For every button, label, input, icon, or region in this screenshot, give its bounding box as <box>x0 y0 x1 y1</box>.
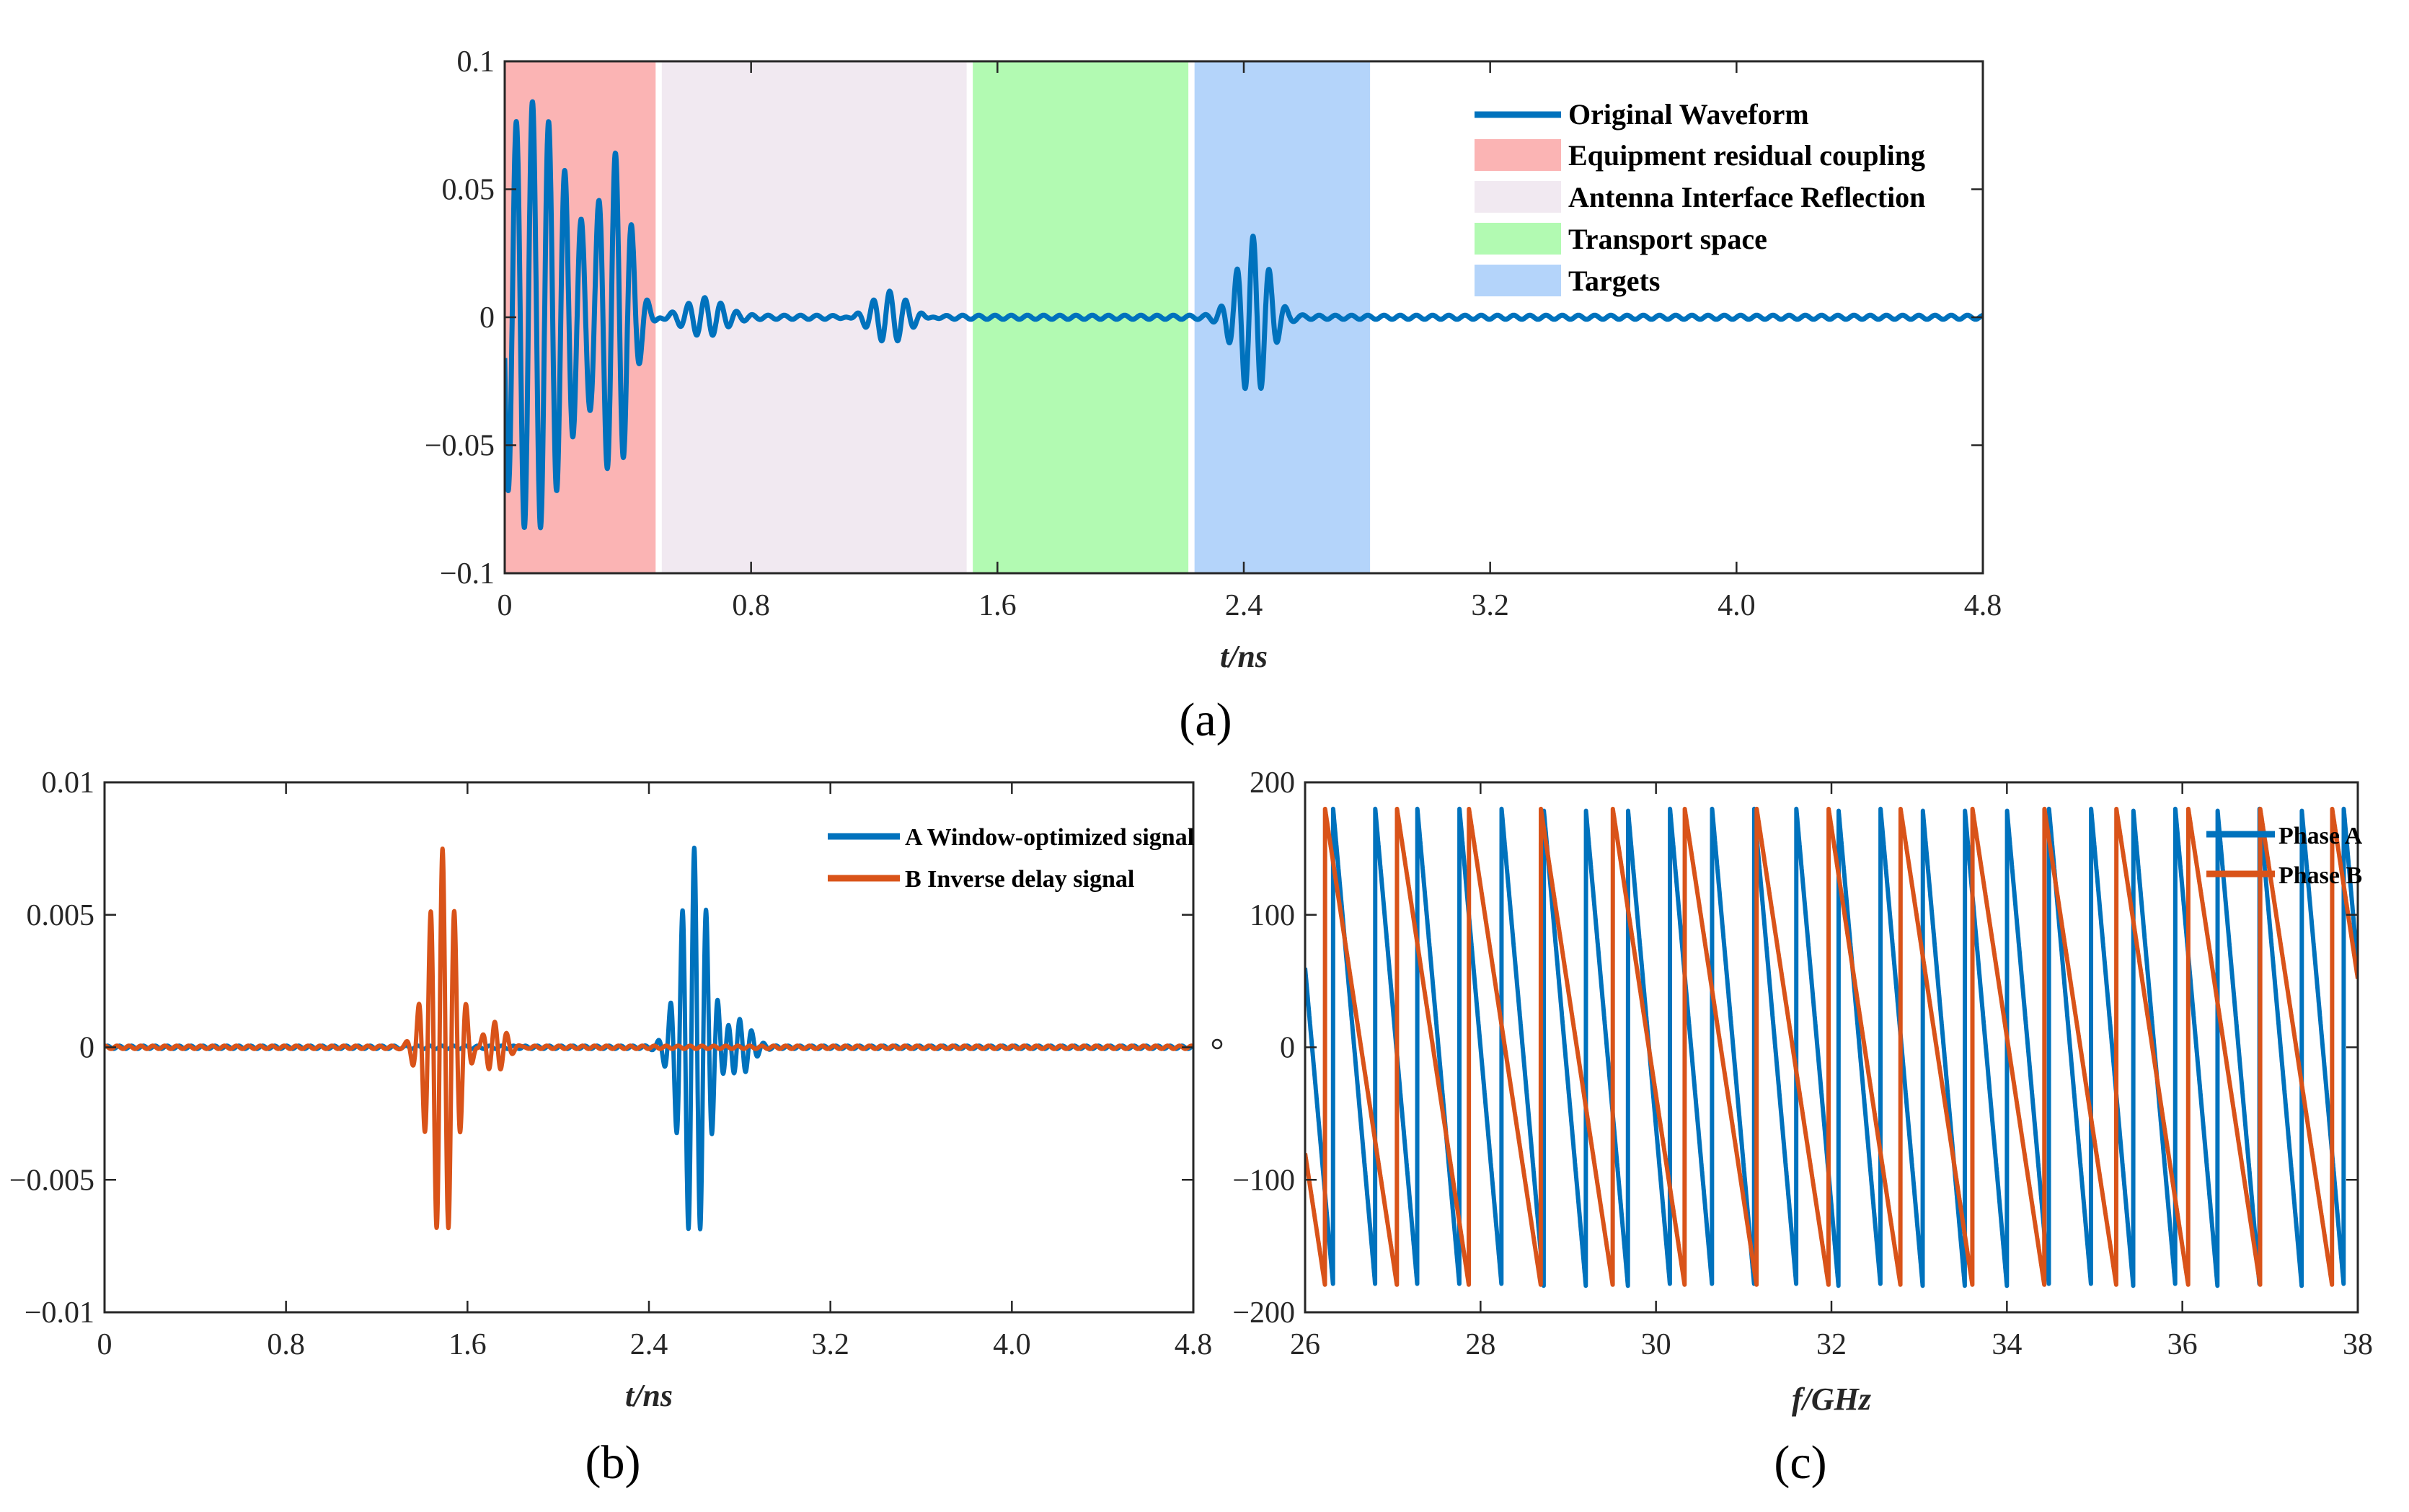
y-tick-label: 0.1 <box>457 45 495 79</box>
legend: A Window-optimized signal B Inverse dela… <box>828 824 1194 893</box>
x-tick-label: 38 <box>2343 1328 2373 1361</box>
x-tick-label: 4.8 <box>1175 1328 1213 1361</box>
y-tick-label: −100 <box>1232 1164 1295 1197</box>
legend-swatch-transport <box>1475 223 1561 255</box>
legend-swatch-equipment <box>1475 139 1561 171</box>
axis-ticks: 0 0.8 1.6 2.4 3.2 4.0 4.8 −0.1 −0.05 0 0.05 0.1 <box>425 45 2002 622</box>
x-tick-label: 26 <box>1290 1328 1320 1361</box>
y-tick-label: 0.05 <box>442 174 495 207</box>
axis-ticks: 0 0.8 1.6 2.4 3.2 4.0 4.8 −0.01 −0.005 0 0.005 0.01 <box>9 766 1212 1361</box>
x-tick-label: 3.2 <box>811 1328 849 1361</box>
legend-label-inverse-delay: B Inverse delay signal <box>905 866 1134 893</box>
y-tick-label: −0.1 <box>440 557 495 591</box>
legend: Phase A Phase B <box>2206 823 2363 889</box>
x-tick-label: 4.0 <box>993 1328 1031 1361</box>
legend-label-phase-a: Phase A <box>2278 823 2363 849</box>
series-line-phase-b <box>1305 806 2358 1287</box>
legend-swatch-targets <box>1475 265 1561 296</box>
panel-b: 0 0.8 1.6 2.4 3.2 4.0 4.8 −0.01 −0.005 0 0.005 0.01… <box>9 766 1212 1489</box>
x-tick-label: 4.8 <box>1964 589 2002 622</box>
x-tick-label: 0 <box>97 1328 112 1361</box>
series-line-a-window-optimized-signal <box>105 845 1193 1232</box>
series-line-b-inverse-delay-signal <box>105 846 1193 1231</box>
x-tick-label: 1.6 <box>448 1328 487 1361</box>
x-tick-label: 0.8 <box>732 589 770 622</box>
y-tick-label: 0.01 <box>42 766 95 800</box>
caption-a: (a) <box>1179 694 1232 746</box>
x-tick-label: 32 <box>1816 1328 1847 1361</box>
legend-label-window-optimized: A Window-optimized signal <box>905 824 1194 851</box>
x-tick-label: 30 <box>1641 1328 1671 1361</box>
x-tick-label: 34 <box>1992 1328 2022 1361</box>
y-tick-label: 200 <box>1250 766 1295 800</box>
legend-label-targets: Targets <box>1568 265 1660 297</box>
x-tick-label: 0.8 <box>267 1328 305 1361</box>
x-tick-label: 3.2 <box>1471 589 1509 622</box>
x-tick-label: 2.4 <box>1225 589 1263 622</box>
x-tick-label: 28 <box>1465 1328 1495 1361</box>
series-line-phase-a <box>1305 806 2358 1288</box>
y-tick-label: −0.05 <box>425 430 495 463</box>
x-axis-label: f/GHz <box>1792 1381 1871 1417</box>
y-tick-label: −0.01 <box>25 1296 94 1330</box>
x-tick-label: 4.0 <box>1718 589 1756 622</box>
y-tick-label: 0.005 <box>27 899 95 932</box>
y-tick-label: −0.005 <box>9 1164 94 1197</box>
x-tick-label: 1.6 <box>978 589 1017 622</box>
legend-label-phase-b: Phase B <box>2278 862 2362 889</box>
x-tick-label: 36 <box>2167 1328 2198 1361</box>
series-lines <box>105 845 1193 1232</box>
legend: Original Waveform Equipment residual cou… <box>1475 98 1925 297</box>
axis-ticks: 26 28 30 32 34 36 38 −200 −100 0 100 200 <box>1232 766 2373 1361</box>
series-line-original-waveform <box>505 99 1983 531</box>
y-tick-label: 0 <box>479 301 495 335</box>
panel-a: 0 0.8 1.6 2.4 3.2 4.0 4.8 −0.1 −0.05 0 0.05 0.1 t/n… <box>425 45 2002 746</box>
x-axis-label: t/ns <box>625 1378 673 1413</box>
legend-label-antenna: Antenna Interface Reflection <box>1568 181 1925 213</box>
y-tick-label: 0 <box>79 1032 94 1065</box>
caption-c: (c) <box>1774 1436 1826 1489</box>
y-tick-label: −200 <box>1232 1296 1295 1330</box>
legend-swatch-antenna <box>1475 181 1561 213</box>
series-lines <box>1305 806 2358 1288</box>
x-axis-label: t/ns <box>1220 639 1268 674</box>
caption-b: (b) <box>585 1436 641 1489</box>
y-tick-label: 100 <box>1250 899 1295 932</box>
legend-label-original-waveform: Original Waveform <box>1568 98 1809 131</box>
x-tick-label: 0 <box>498 589 513 622</box>
series-lines <box>505 99 1983 531</box>
x-tick-label: 2.4 <box>630 1328 668 1361</box>
legend-label-transport: Transport space <box>1568 223 1767 255</box>
y-tick-label: 0 <box>1280 1032 1295 1065</box>
stray-marker <box>1211 1038 1223 1050</box>
legend-label-equipment: Equipment residual coupling <box>1568 139 1925 172</box>
